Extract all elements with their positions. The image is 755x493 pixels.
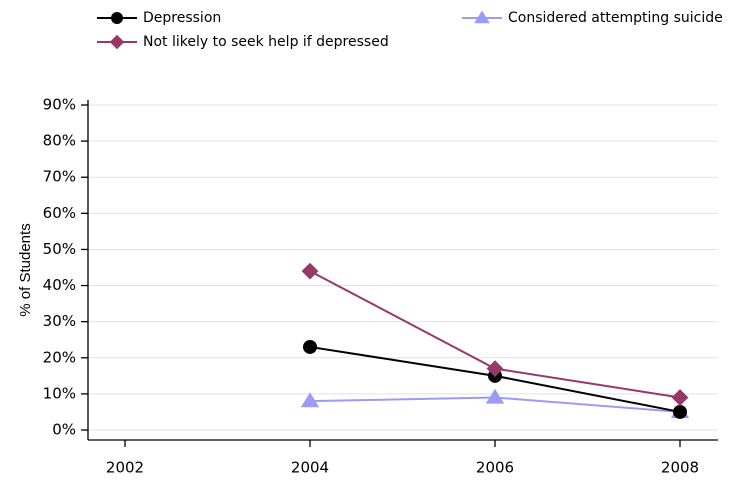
y-tick-label: 30% [43, 312, 76, 330]
data-point-considered-attempting-suicide [485, 388, 505, 404]
data-point-not-likely-to-seek-help-if-depressed [301, 262, 319, 280]
y-ticks: 0% 10% 20% 30% 40% 50% 60% 70% 80% 90% [43, 96, 88, 439]
y-tick-label: 60% [43, 204, 76, 222]
legend-marker-not-likely-to-seek-help-if-depressed [109, 34, 125, 50]
legend-marker-depression [111, 12, 123, 24]
data-point-not-likely-to-seek-help-if-depressed [671, 389, 689, 406]
y-tick-label: 50% [43, 240, 76, 258]
x-ticks: 2002 2004 2006 2008 [106, 440, 699, 477]
y-tick-label: 20% [43, 348, 76, 366]
legend-label-not-likely-to-seek-help-if-depressed: Not likely to seek help if depressed [143, 34, 389, 50]
x-tick-label: 2008 [661, 459, 699, 477]
y-tick-label: 80% [43, 132, 76, 150]
y-tick-label: 10% [43, 384, 76, 402]
data-point-considered-attempting-suicide [300, 392, 320, 408]
x-tick-label: 2006 [476, 459, 514, 477]
y-tick-label: 40% [43, 276, 76, 294]
x-tick-label: 2002 [106, 459, 144, 477]
gridlines [88, 104, 718, 431]
legend-marker-considered-attempting-suicide [474, 10, 490, 24]
x-tick-label: 2004 [291, 459, 329, 477]
y-axis-title: % of Students [17, 223, 34, 316]
y-tick-label: 0% [52, 421, 76, 439]
legend-label-depression: Depression [143, 10, 221, 26]
axes [87, 100, 718, 441]
data-point-not-likely-to-seek-help-if-depressed [486, 360, 504, 378]
series [300, 262, 690, 419]
data-point-depression [303, 339, 317, 354]
legend: Depression Considered attempting suicide N… [97, 10, 723, 50]
y-tick-label: 70% [43, 168, 76, 186]
legend-label-considered-attempting-suicide: Considered attempting suicide [508, 10, 723, 26]
y-tick-label: 90% [43, 96, 76, 114]
data-point-depression [673, 404, 687, 419]
